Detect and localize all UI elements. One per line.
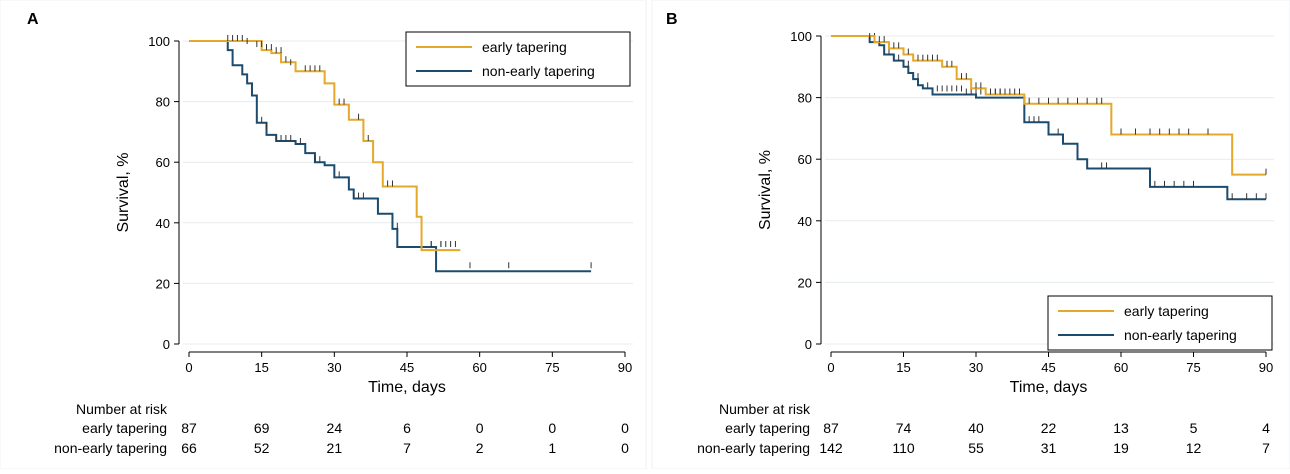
y-tick-label: 100	[790, 29, 812, 44]
x-tick-label: 60	[1114, 360, 1128, 375]
risk-value: 52	[254, 440, 270, 456]
x-tick-label: 75	[545, 360, 559, 375]
risk-value: 31	[1041, 440, 1057, 456]
risk-value: 66	[181, 440, 197, 456]
x-tick-label: 75	[1186, 360, 1200, 375]
legend-box	[405, 31, 631, 87]
risk-value: 21	[327, 440, 343, 456]
y-tick-label: 80	[156, 95, 170, 110]
legend-box	[1047, 295, 1273, 351]
risk-row-label: non-early tapering	[54, 440, 167, 456]
risk-value: 142	[819, 440, 843, 456]
risk-value: 24	[327, 420, 343, 436]
x-tick-label: 30	[327, 360, 341, 375]
series-line-non-early-tapering	[189, 40, 592, 273]
risk-value: 40	[968, 420, 984, 436]
risk-value: 1	[548, 440, 556, 456]
x-axis-label: Time, days	[1010, 379, 1088, 396]
risk-value: 4	[1262, 420, 1270, 436]
risk-value: 87	[823, 420, 839, 436]
series-line-early-tapering	[831, 35, 1266, 176]
risk-row-label: early tapering	[82, 420, 167, 436]
y-axis-label: Survival, %	[115, 152, 132, 232]
y-tick-label: 0	[805, 337, 812, 352]
legend-label: non-early tapering	[1124, 327, 1237, 343]
y-tick-label: 80	[798, 91, 812, 106]
risk-row-label: non-early tapering	[697, 440, 810, 456]
risk-table-header: Number at risk	[76, 401, 168, 417]
risk-value: 6	[403, 420, 411, 436]
x-tick-label: 60	[472, 360, 486, 375]
risk-value: 0	[621, 440, 629, 456]
y-tick-label: 0	[163, 337, 170, 352]
y-axis-label: Survival, %	[757, 150, 774, 230]
y-tick-label: 20	[798, 275, 812, 290]
x-tick-label: 90	[618, 360, 632, 375]
x-tick-label: 90	[1259, 360, 1273, 375]
legend-label: early tapering	[1124, 303, 1209, 319]
panel-label: B	[666, 11, 678, 28]
risk-value: 7	[403, 440, 411, 456]
panel-background	[651, 0, 1290, 470]
risk-value: 0	[476, 420, 484, 436]
y-tick-label: 60	[798, 152, 812, 167]
risk-value: 0	[548, 420, 556, 436]
risk-value: 69	[254, 420, 270, 436]
legend-label: non-early tapering	[482, 63, 595, 79]
x-tick-label: 0	[185, 360, 192, 375]
risk-value: 13	[1113, 420, 1129, 436]
x-tick-label: 30	[969, 360, 983, 375]
x-tick-label: 15	[896, 360, 910, 375]
risk-row-label: early tapering	[725, 420, 810, 436]
series-line-early-tapering	[189, 40, 461, 252]
y-tick-label: 40	[156, 216, 170, 231]
risk-value: 5	[1190, 420, 1198, 436]
risk-value: 55	[968, 440, 984, 456]
y-tick-label: 100	[148, 34, 170, 49]
x-axis-label: Time, days	[368, 379, 446, 396]
risk-value: 19	[1113, 440, 1129, 456]
risk-value: 12	[1186, 440, 1202, 456]
x-tick-label: 45	[1041, 360, 1055, 375]
risk-table-header: Number at risk	[719, 401, 811, 417]
risk-value: 87	[181, 420, 197, 436]
risk-value: 74	[896, 420, 912, 436]
risk-value: 2	[476, 440, 484, 456]
y-tick-label: 40	[798, 214, 812, 229]
x-tick-label: 15	[254, 360, 268, 375]
legend-label: early tapering	[482, 39, 567, 55]
risk-value: 7	[1262, 440, 1270, 456]
risk-value: 0	[621, 420, 629, 436]
risk-value: 22	[1041, 420, 1057, 436]
x-tick-label: 45	[400, 360, 414, 375]
y-tick-label: 20	[156, 276, 170, 291]
y-tick-label: 60	[156, 155, 170, 170]
panel-label: A	[27, 11, 39, 28]
risk-value: 110	[892, 440, 915, 456]
x-tick-label: 0	[827, 360, 834, 375]
